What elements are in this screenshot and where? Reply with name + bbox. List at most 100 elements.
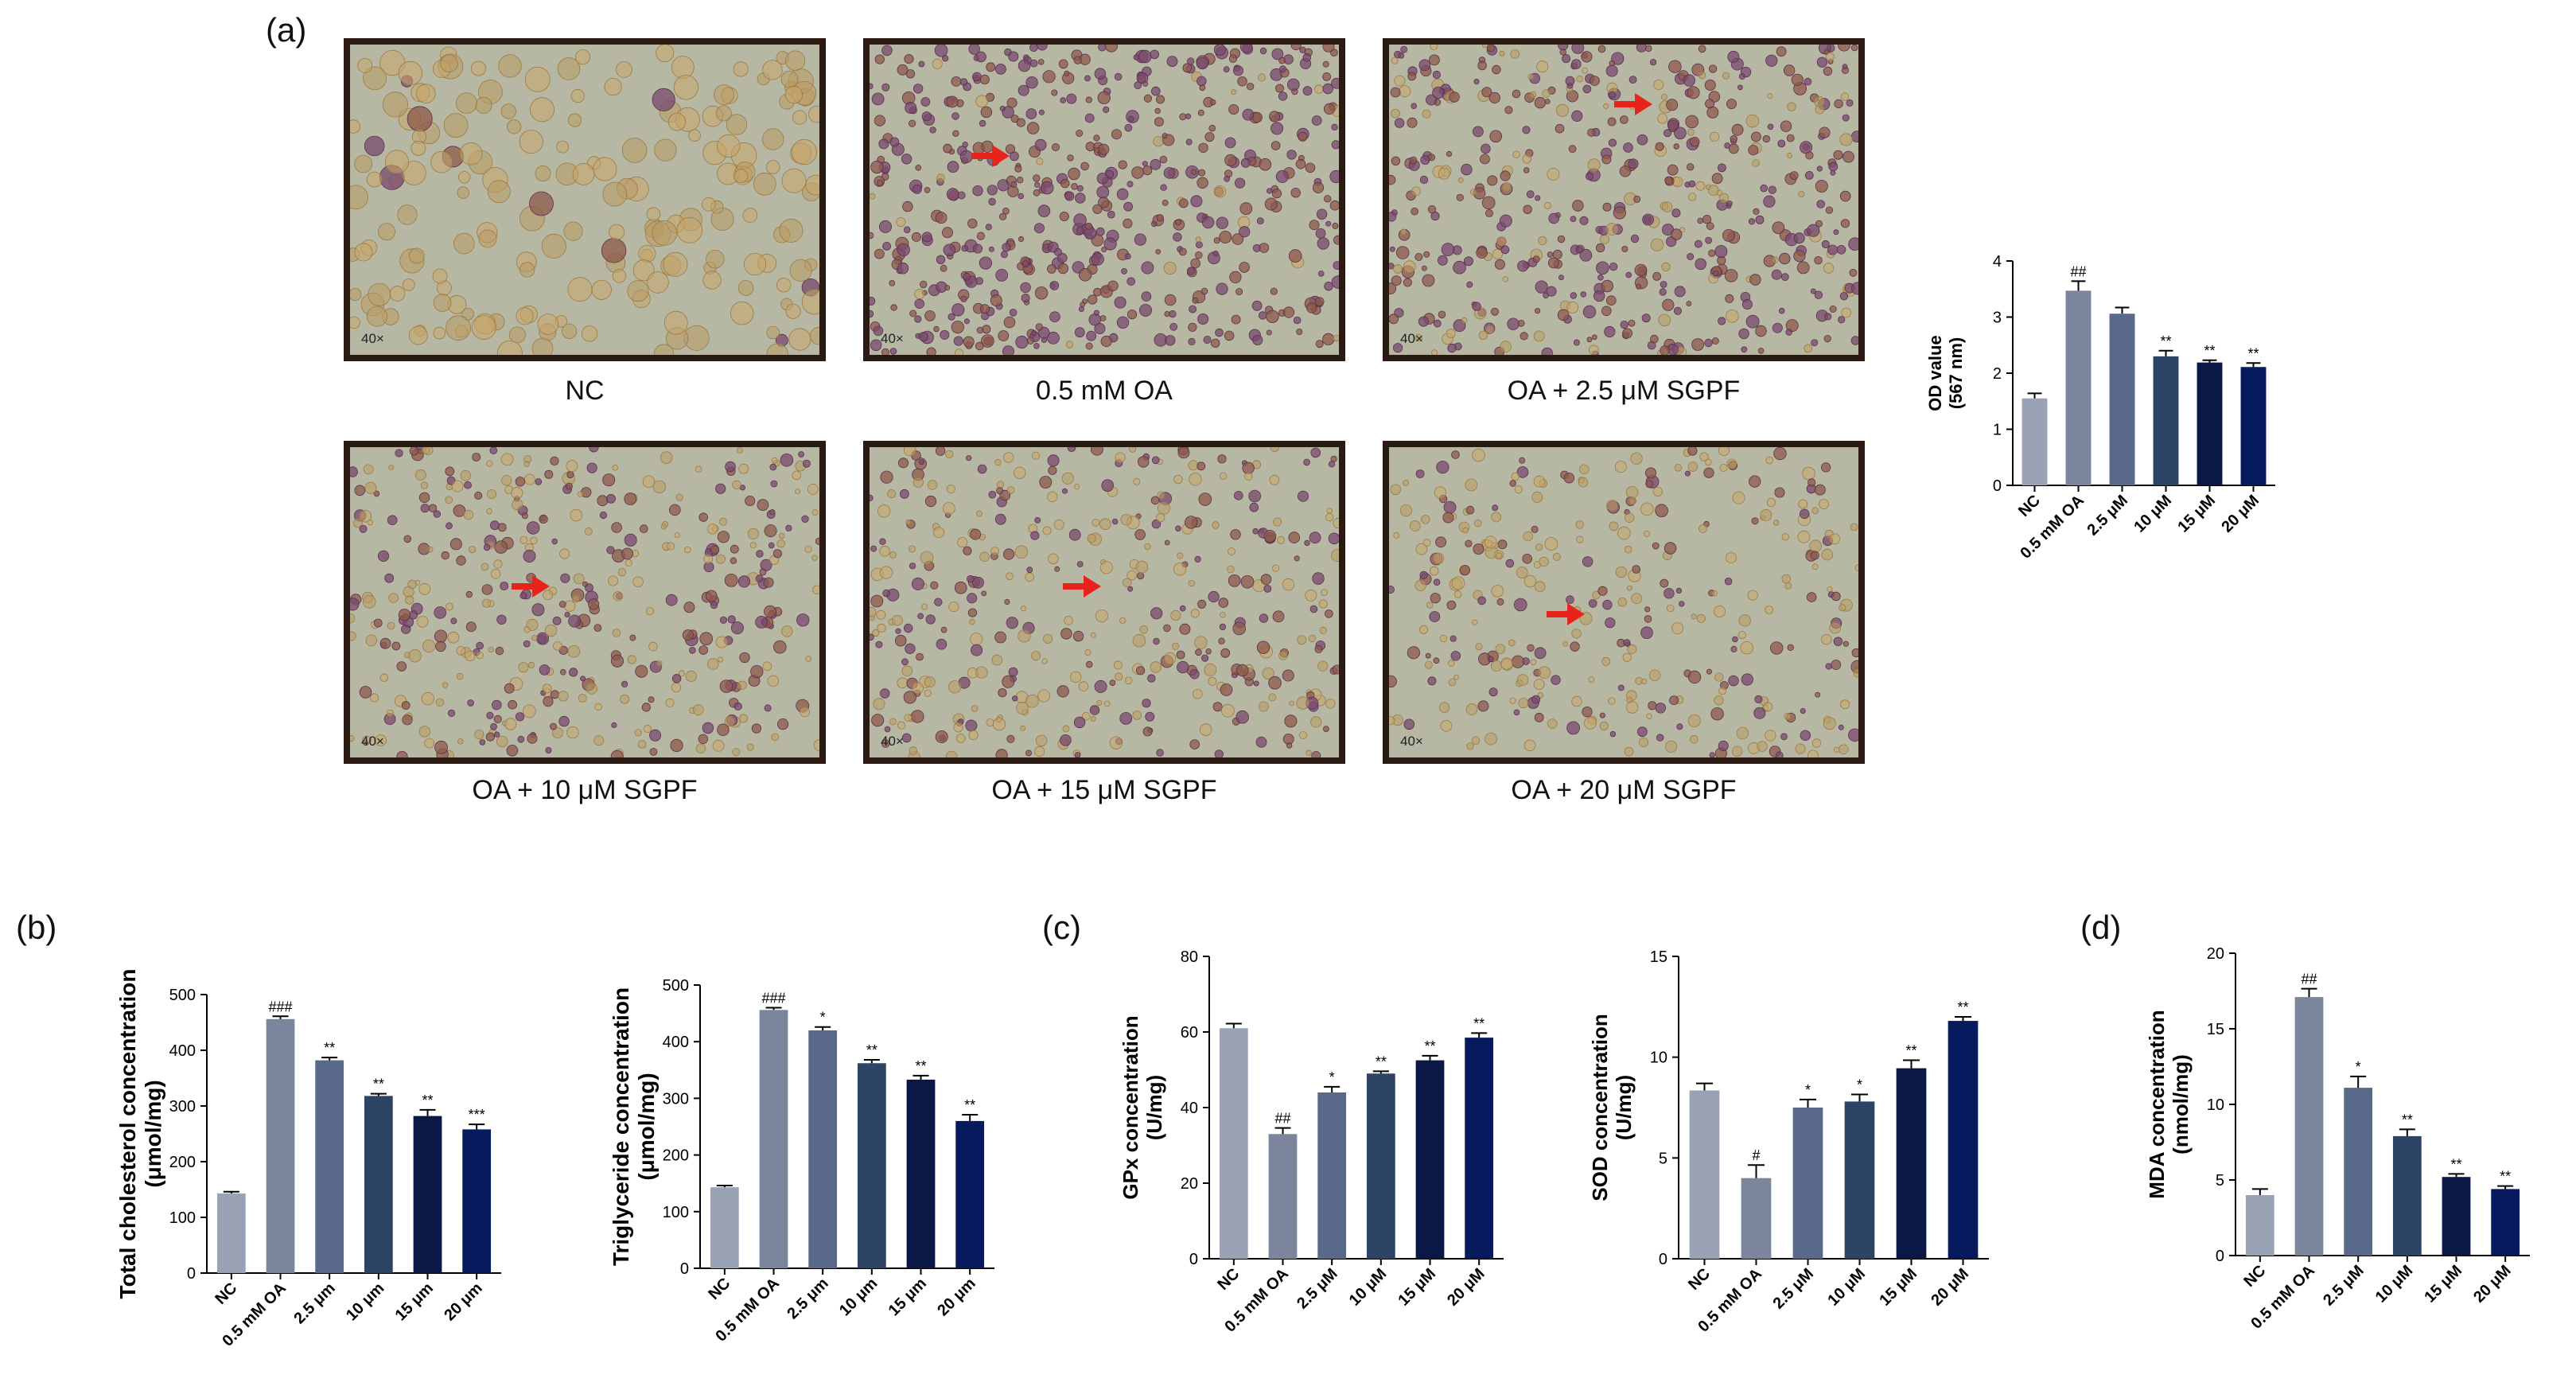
cell — [378, 223, 396, 241]
cell — [695, 743, 706, 754]
cell — [608, 575, 619, 586]
cell — [1673, 143, 1679, 150]
magnification-label: 40× — [1400, 331, 1423, 346]
cell — [733, 702, 742, 711]
cell — [1432, 86, 1445, 99]
cell — [359, 509, 372, 523]
cell — [975, 510, 983, 517]
cell — [1006, 572, 1014, 581]
cell — [1589, 76, 1600, 86]
cell — [1726, 201, 1733, 207]
cell — [1718, 193, 1730, 204]
cell — [870, 310, 874, 318]
cell — [1065, 341, 1074, 348]
cell — [403, 535, 411, 543]
cell — [1570, 216, 1577, 223]
cell — [1322, 60, 1329, 68]
cell — [1393, 343, 1403, 353]
cell — [1074, 752, 1081, 757]
significance-label: ## — [2301, 972, 2317, 987]
cell — [1712, 270, 1719, 277]
cell — [1411, 186, 1421, 197]
cell — [1485, 325, 1495, 334]
cell — [880, 688, 890, 699]
cell — [1142, 80, 1149, 87]
cell — [1220, 611, 1226, 618]
cell — [1026, 567, 1033, 574]
cell — [1664, 176, 1673, 185]
cell — [1617, 526, 1631, 540]
y-axis-label: MDA concentration — [2145, 1010, 2169, 1198]
cell — [1620, 115, 1628, 124]
cell — [1147, 674, 1156, 683]
cell — [1709, 752, 1715, 757]
cell — [1007, 185, 1019, 197]
cell — [1466, 742, 1474, 750]
cell — [1718, 740, 1729, 751]
cell — [944, 285, 951, 291]
cell — [948, 602, 959, 613]
cell — [1472, 619, 1478, 625]
cell — [1626, 696, 1633, 703]
cell — [688, 129, 701, 142]
cell — [789, 259, 812, 282]
cell — [1004, 598, 1010, 605]
cell — [1815, 179, 1828, 193]
cell — [718, 517, 727, 526]
cell — [1057, 263, 1069, 275]
cell — [1396, 246, 1410, 259]
cell — [1447, 660, 1455, 667]
cell — [1073, 483, 1080, 490]
cell — [1789, 171, 1799, 181]
cell — [531, 603, 545, 617]
cell — [1096, 173, 1109, 185]
cell — [1441, 243, 1455, 256]
cell — [1056, 685, 1069, 698]
cell — [1523, 204, 1532, 214]
cell — [1704, 338, 1713, 348]
cell — [1798, 499, 1808, 509]
cell — [1269, 474, 1280, 485]
cell — [1698, 71, 1706, 80]
cell — [1836, 244, 1846, 255]
cell — [1331, 275, 1339, 289]
cell — [527, 733, 538, 744]
cell — [1322, 83, 1333, 95]
cell — [388, 593, 399, 603]
cell — [733, 61, 749, 77]
cell — [1134, 81, 1142, 90]
cell — [1076, 185, 1084, 192]
cell — [1095, 609, 1108, 623]
cell — [1752, 159, 1760, 167]
cell — [1275, 169, 1289, 183]
cell — [1687, 252, 1695, 260]
significance-label: * — [1805, 1082, 1811, 1098]
y-tick-label: 300 — [663, 1090, 689, 1108]
cell — [1235, 710, 1249, 724]
cell — [710, 601, 718, 609]
cell — [1738, 328, 1749, 340]
cell — [1060, 734, 1072, 746]
cell — [1297, 635, 1307, 645]
cell — [903, 691, 916, 704]
cell — [1096, 699, 1103, 706]
cell — [621, 680, 628, 687]
cell — [1173, 563, 1187, 576]
magnification-label: 40× — [881, 331, 904, 346]
cell — [1268, 676, 1282, 690]
cell — [635, 664, 648, 678]
cell — [411, 140, 426, 156]
cell — [1151, 220, 1158, 228]
cell — [1196, 76, 1207, 87]
cell — [1823, 717, 1836, 730]
cell — [1389, 174, 1396, 185]
cell — [544, 469, 554, 479]
cell — [1216, 282, 1228, 295]
cell — [1153, 135, 1164, 147]
cell — [1804, 344, 1813, 353]
cell — [1003, 316, 1016, 329]
cell — [1430, 45, 1438, 50]
cell — [988, 490, 997, 499]
cell — [1547, 257, 1559, 269]
cell — [1197, 599, 1207, 609]
